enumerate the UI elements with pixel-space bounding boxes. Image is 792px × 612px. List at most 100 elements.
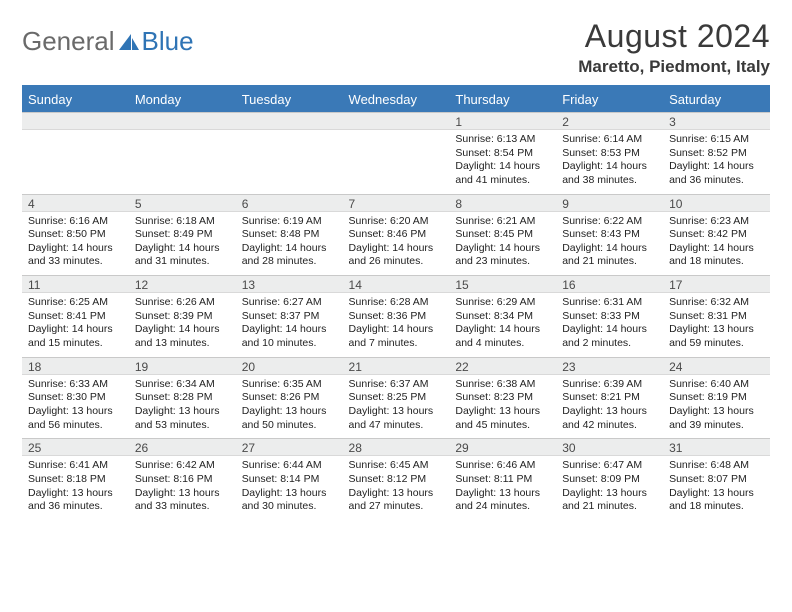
sunrise-text: Sunrise: 6:26 AM bbox=[135, 296, 230, 310]
day-cell: 17Sunrise: 6:32 AMSunset: 8:31 PMDayligh… bbox=[663, 275, 770, 357]
day-cell: 21Sunrise: 6:37 AMSunset: 8:25 PMDayligh… bbox=[343, 357, 450, 439]
daylight-text: Daylight: 13 hours and 53 minutes. bbox=[135, 405, 230, 432]
day-cell: 14Sunrise: 6:28 AMSunset: 8:36 PMDayligh… bbox=[343, 275, 450, 357]
sunrise-text: Sunrise: 6:27 AM bbox=[242, 296, 337, 310]
day-number: 13 bbox=[236, 275, 343, 293]
day-body: Sunrise: 6:16 AMSunset: 8:50 PMDaylight:… bbox=[22, 212, 129, 276]
sunrise-text: Sunrise: 6:29 AM bbox=[455, 296, 550, 310]
day-number bbox=[129, 112, 236, 130]
day-body: Sunrise: 6:47 AMSunset: 8:09 PMDaylight:… bbox=[556, 456, 663, 520]
day-number: 31 bbox=[663, 438, 770, 456]
daylight-text: Daylight: 14 hours and 15 minutes. bbox=[28, 323, 123, 350]
sunrise-text: Sunrise: 6:16 AM bbox=[28, 215, 123, 229]
sunrise-text: Sunrise: 6:32 AM bbox=[669, 296, 764, 310]
calendar-table: Sunday Monday Tuesday Wednesday Thursday… bbox=[22, 85, 770, 520]
day-cell: 27Sunrise: 6:44 AMSunset: 8:14 PMDayligh… bbox=[236, 438, 343, 520]
sunrise-text: Sunrise: 6:28 AM bbox=[349, 296, 444, 310]
sunset-text: Sunset: 8:42 PM bbox=[669, 228, 764, 242]
day-cell bbox=[343, 112, 450, 194]
day-cell: 23Sunrise: 6:39 AMSunset: 8:21 PMDayligh… bbox=[556, 357, 663, 439]
sail-icon bbox=[117, 32, 141, 52]
day-number: 11 bbox=[22, 275, 129, 293]
daylight-text: Daylight: 14 hours and 41 minutes. bbox=[455, 160, 550, 187]
daylight-text: Daylight: 13 hours and 47 minutes. bbox=[349, 405, 444, 432]
sunset-text: Sunset: 8:23 PM bbox=[455, 391, 550, 405]
day-body: Sunrise: 6:14 AMSunset: 8:53 PMDaylight:… bbox=[556, 130, 663, 194]
sunset-text: Sunset: 8:53 PM bbox=[562, 147, 657, 161]
day-body: Sunrise: 6:40 AMSunset: 8:19 PMDaylight:… bbox=[663, 375, 770, 439]
sunset-text: Sunset: 8:31 PM bbox=[669, 310, 764, 324]
day-number: 18 bbox=[22, 357, 129, 375]
sunset-text: Sunset: 8:43 PM bbox=[562, 228, 657, 242]
sunset-text: Sunset: 8:36 PM bbox=[349, 310, 444, 324]
calendar-page: General Blue August 2024 Maretto, Piedmo… bbox=[0, 0, 792, 530]
sunset-text: Sunset: 8:12 PM bbox=[349, 473, 444, 487]
sunset-text: Sunset: 8:33 PM bbox=[562, 310, 657, 324]
day-body: Sunrise: 6:13 AMSunset: 8:54 PMDaylight:… bbox=[449, 130, 556, 194]
month-title: August 2024 bbox=[578, 18, 770, 55]
day-cell: 16Sunrise: 6:31 AMSunset: 8:33 PMDayligh… bbox=[556, 275, 663, 357]
day-cell: 9Sunrise: 6:22 AMSunset: 8:43 PMDaylight… bbox=[556, 194, 663, 276]
day-cell: 28Sunrise: 6:45 AMSunset: 8:12 PMDayligh… bbox=[343, 438, 450, 520]
sunrise-text: Sunrise: 6:20 AM bbox=[349, 215, 444, 229]
sunrise-text: Sunrise: 6:47 AM bbox=[562, 459, 657, 473]
location-label: Maretto, Piedmont, Italy bbox=[578, 57, 770, 77]
day-cell: 1Sunrise: 6:13 AMSunset: 8:54 PMDaylight… bbox=[449, 112, 556, 194]
daylight-text: Daylight: 14 hours and 10 minutes. bbox=[242, 323, 337, 350]
daylight-text: Daylight: 14 hours and 31 minutes. bbox=[135, 242, 230, 269]
daylight-text: Daylight: 13 hours and 18 minutes. bbox=[669, 487, 764, 514]
day-cell bbox=[129, 112, 236, 194]
sunrise-text: Sunrise: 6:23 AM bbox=[669, 215, 764, 229]
day-body: Sunrise: 6:38 AMSunset: 8:23 PMDaylight:… bbox=[449, 375, 556, 439]
sunset-text: Sunset: 8:18 PM bbox=[28, 473, 123, 487]
day-body: Sunrise: 6:34 AMSunset: 8:28 PMDaylight:… bbox=[129, 375, 236, 439]
calendar-body: 1Sunrise: 6:13 AMSunset: 8:54 PMDaylight… bbox=[22, 112, 770, 520]
day-number: 3 bbox=[663, 112, 770, 130]
sunrise-text: Sunrise: 6:15 AM bbox=[669, 133, 764, 147]
day-number: 14 bbox=[343, 275, 450, 293]
day-body: Sunrise: 6:29 AMSunset: 8:34 PMDaylight:… bbox=[449, 293, 556, 357]
sunset-text: Sunset: 8:54 PM bbox=[455, 147, 550, 161]
day-body bbox=[236, 130, 343, 192]
sunrise-text: Sunrise: 6:21 AM bbox=[455, 215, 550, 229]
daylight-text: Daylight: 14 hours and 21 minutes. bbox=[562, 242, 657, 269]
sunset-text: Sunset: 8:41 PM bbox=[28, 310, 123, 324]
title-block: August 2024 Maretto, Piedmont, Italy bbox=[578, 18, 770, 77]
day-body: Sunrise: 6:39 AMSunset: 8:21 PMDaylight:… bbox=[556, 375, 663, 439]
dow-wed: Wednesday bbox=[343, 86, 450, 112]
day-cell: 12Sunrise: 6:26 AMSunset: 8:39 PMDayligh… bbox=[129, 275, 236, 357]
sunset-text: Sunset: 8:14 PM bbox=[242, 473, 337, 487]
daylight-text: Daylight: 13 hours and 45 minutes. bbox=[455, 405, 550, 432]
day-number: 7 bbox=[343, 194, 450, 212]
day-number: 4 bbox=[22, 194, 129, 212]
daylight-text: Daylight: 14 hours and 4 minutes. bbox=[455, 323, 550, 350]
sunrise-text: Sunrise: 6:25 AM bbox=[28, 296, 123, 310]
day-body: Sunrise: 6:31 AMSunset: 8:33 PMDaylight:… bbox=[556, 293, 663, 357]
day-cell: 4Sunrise: 6:16 AMSunset: 8:50 PMDaylight… bbox=[22, 194, 129, 276]
day-number: 10 bbox=[663, 194, 770, 212]
day-body: Sunrise: 6:20 AMSunset: 8:46 PMDaylight:… bbox=[343, 212, 450, 276]
sunrise-text: Sunrise: 6:31 AM bbox=[562, 296, 657, 310]
day-number: 21 bbox=[343, 357, 450, 375]
day-number: 20 bbox=[236, 357, 343, 375]
day-cell bbox=[22, 112, 129, 194]
day-number: 16 bbox=[556, 275, 663, 293]
day-body: Sunrise: 6:27 AMSunset: 8:37 PMDaylight:… bbox=[236, 293, 343, 357]
day-number: 24 bbox=[663, 357, 770, 375]
sunset-text: Sunset: 8:39 PM bbox=[135, 310, 230, 324]
sunset-text: Sunset: 8:28 PM bbox=[135, 391, 230, 405]
day-number: 22 bbox=[449, 357, 556, 375]
sunset-text: Sunset: 8:30 PM bbox=[28, 391, 123, 405]
brand-part2: Blue bbox=[142, 26, 194, 57]
sunset-text: Sunset: 8:46 PM bbox=[349, 228, 444, 242]
day-number: 1 bbox=[449, 112, 556, 130]
dow-row: Sunday Monday Tuesday Wednesday Thursday… bbox=[22, 86, 770, 112]
day-cell: 20Sunrise: 6:35 AMSunset: 8:26 PMDayligh… bbox=[236, 357, 343, 439]
sunrise-text: Sunrise: 6:45 AM bbox=[349, 459, 444, 473]
day-body: Sunrise: 6:25 AMSunset: 8:41 PMDaylight:… bbox=[22, 293, 129, 357]
day-cell: 31Sunrise: 6:48 AMSunset: 8:07 PMDayligh… bbox=[663, 438, 770, 520]
daylight-text: Daylight: 13 hours and 24 minutes. bbox=[455, 487, 550, 514]
sunrise-text: Sunrise: 6:19 AM bbox=[242, 215, 337, 229]
day-number: 25 bbox=[22, 438, 129, 456]
day-body: Sunrise: 6:21 AMSunset: 8:45 PMDaylight:… bbox=[449, 212, 556, 276]
